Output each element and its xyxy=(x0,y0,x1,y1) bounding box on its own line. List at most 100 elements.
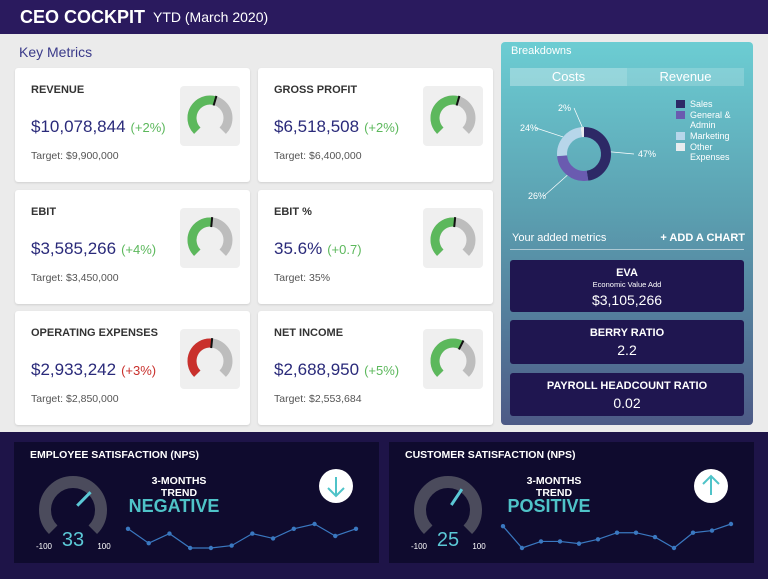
metric-target: Target: $6,400,000 xyxy=(274,150,362,162)
metric-card: NET INCOME $2,688,950 (+5%) Target: $2,553,… xyxy=(258,311,493,425)
leader-line xyxy=(610,151,635,155)
sparkline-point xyxy=(576,541,582,546)
metric-target: Target: $3,450,000 xyxy=(31,272,119,284)
trend-title: 3-MONTHS TREND xyxy=(151,475,207,499)
add-chart[interactable]: + ADD A CHART xyxy=(660,232,745,244)
metric-card: OPERATING EXPENSES $2,933,242 (+3%) Target:… xyxy=(15,311,250,425)
metric-value: $2,688,950 xyxy=(274,360,360,379)
sparkline-point xyxy=(125,526,131,531)
legend-swatch xyxy=(676,143,685,151)
metric-value-row: $2,688,950 (+5%) xyxy=(274,360,399,380)
metric-card: GROSS PROFIT $6,518,508 (+2%) Target: $6,40… xyxy=(258,68,493,182)
gauge xyxy=(430,338,476,377)
sparkline-point xyxy=(270,536,276,541)
added-metrics: Your added metrics xyxy=(512,232,607,244)
sparkline-point xyxy=(709,528,715,533)
metric-box-value: 2.2 xyxy=(617,342,637,358)
metric-box-title: BERRY RATIO xyxy=(589,327,665,339)
sparkline-point xyxy=(333,533,338,539)
gauge xyxy=(430,217,476,256)
sparkline-point xyxy=(229,543,234,548)
metric-value-row: $3,585,266 (+4%) xyxy=(31,239,156,259)
legend-item: Other Expenses xyxy=(676,142,746,162)
satisfaction-title: EMPLOYEE SATISFACTION (NPS) xyxy=(30,449,199,461)
satisfaction-graphics: 33 -100 100 xyxy=(36,469,359,551)
nps-needle xyxy=(450,488,464,506)
metric-change: (+0.7) xyxy=(327,242,362,257)
gauge xyxy=(187,338,233,377)
metric-label: EBIT % xyxy=(274,206,312,218)
tab[interactable]: Revenue xyxy=(627,68,744,86)
metric-change: (+5%) xyxy=(364,363,400,378)
slice-label: 2% xyxy=(558,103,571,113)
legend-item: Sales xyxy=(676,99,746,109)
sparkline-point xyxy=(312,521,317,527)
metric-box: BERRY RATIO 2.2 xyxy=(510,320,744,364)
metric-target: Target: $9,900,000 xyxy=(31,150,119,162)
metric-value: 35.6% xyxy=(274,239,323,258)
metric-label: NET INCOME xyxy=(274,327,344,339)
gauge-fill xyxy=(430,95,460,134)
metric-value: $3,585,266 xyxy=(31,239,117,258)
leader-line xyxy=(573,107,583,128)
metric-label: OPERATING EXPENSES xyxy=(31,327,158,339)
slice-label: 26% xyxy=(528,191,546,201)
sparkline-point xyxy=(671,545,677,551)
trend: NEGATIVE xyxy=(128,496,220,516)
nps-max: 100 xyxy=(472,542,486,551)
satisfaction-card: EMPLOYEE SATISFACTION (NPS) 3-MONTHS TREN… xyxy=(14,442,379,563)
metric-change: (+4%) xyxy=(121,242,157,257)
gauge-tick xyxy=(453,217,457,228)
gauge-box xyxy=(180,208,240,268)
gauge-tick xyxy=(455,95,461,106)
nps-needle xyxy=(76,491,92,507)
gauge-box xyxy=(423,329,483,389)
nps-track xyxy=(414,476,482,535)
tab[interactable]: Costs xyxy=(510,68,627,86)
panel-title: Breakdowns xyxy=(511,45,572,57)
legend-swatch xyxy=(676,100,685,108)
nps-max: 100 xyxy=(97,542,111,551)
gauge-tick xyxy=(210,217,214,228)
sparkline-point xyxy=(557,539,563,544)
sparkline-point xyxy=(538,539,544,544)
sparkline-point xyxy=(353,526,359,531)
metric-value-row: $2,933,242 (+3%) xyxy=(31,360,156,380)
nps-score: 25 xyxy=(437,529,459,551)
metric-change: (+2%) xyxy=(130,120,166,135)
gauge-box xyxy=(180,329,240,389)
metric-box-title: EVA xyxy=(616,267,638,279)
sparkline-point xyxy=(614,530,620,535)
sparkline-point xyxy=(291,526,297,531)
metric-box: EVA Economic Value Add $3,105,266 xyxy=(510,260,744,312)
metric-value: $6,518,508 xyxy=(274,117,360,136)
donut-slice xyxy=(583,127,611,181)
gauge-fill xyxy=(187,217,213,256)
slice-label: 24% xyxy=(520,123,538,133)
satisfaction-card: CUSTOMER SATISFACTION (NPS) 3-MONTHS TREN… xyxy=(389,442,754,563)
gauge xyxy=(430,95,476,134)
gauge-box xyxy=(180,86,240,146)
metric-card: EBIT % 35.6% (+0.7) Target: 35% xyxy=(258,190,493,304)
legend-text: Sales xyxy=(690,99,713,109)
gauge-fill xyxy=(187,338,213,377)
donut-slice xyxy=(557,127,583,157)
legend-swatch xyxy=(676,132,685,140)
sparkline-point xyxy=(633,530,639,535)
header: CEO COCKPIT YTD (March 2020) xyxy=(0,0,768,34)
trend-arrow xyxy=(702,474,720,495)
metric-change: (+3%) xyxy=(121,363,157,378)
satisfaction-graphics: 25 -100 100 xyxy=(411,469,734,551)
metric-card: EBIT $3,585,266 (+4%) Target: $3,450,000 xyxy=(15,190,250,304)
metric-value: $10,078,844 xyxy=(31,117,126,136)
leader-line xyxy=(535,127,564,138)
donut-slice xyxy=(557,154,589,181)
sparkline-point xyxy=(250,531,255,536)
metric-box-value: 0.02 xyxy=(613,395,641,411)
sparkline-point xyxy=(146,541,151,546)
legend-swatch xyxy=(676,111,685,119)
nps-min: -100 xyxy=(411,542,428,551)
metric-value-row: 35.6% (+0.7) xyxy=(274,239,362,259)
satisfaction-title: CUSTOMER SATISFACTION (NPS) xyxy=(405,449,576,461)
legend-item: Marketing xyxy=(676,131,746,141)
